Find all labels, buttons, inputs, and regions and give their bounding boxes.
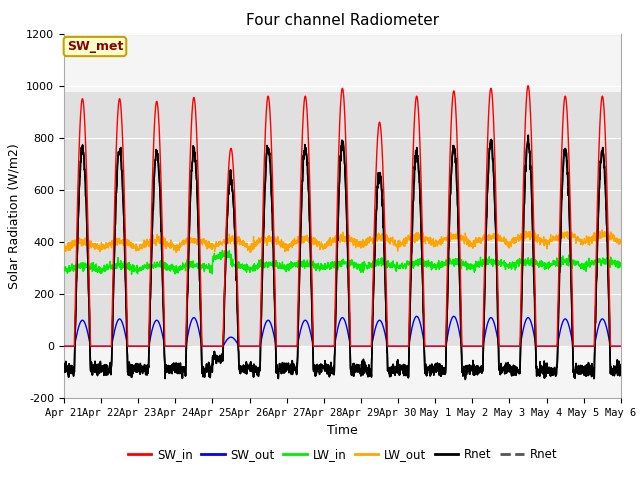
Y-axis label: Solar Radiation (W/m2): Solar Radiation (W/m2) [8, 143, 20, 289]
X-axis label: Time: Time [327, 424, 358, 437]
Bar [64, 92, 621, 346]
Title: Four channel Radiometer: Four channel Radiometer [246, 13, 439, 28]
Legend: SW_in, SW_out, LW_in, LW_out, Rnet, Rnet: SW_in, SW_out, LW_in, LW_out, Rnet, Rnet [123, 443, 562, 466]
Text: SW_met: SW_met [67, 40, 123, 53]
